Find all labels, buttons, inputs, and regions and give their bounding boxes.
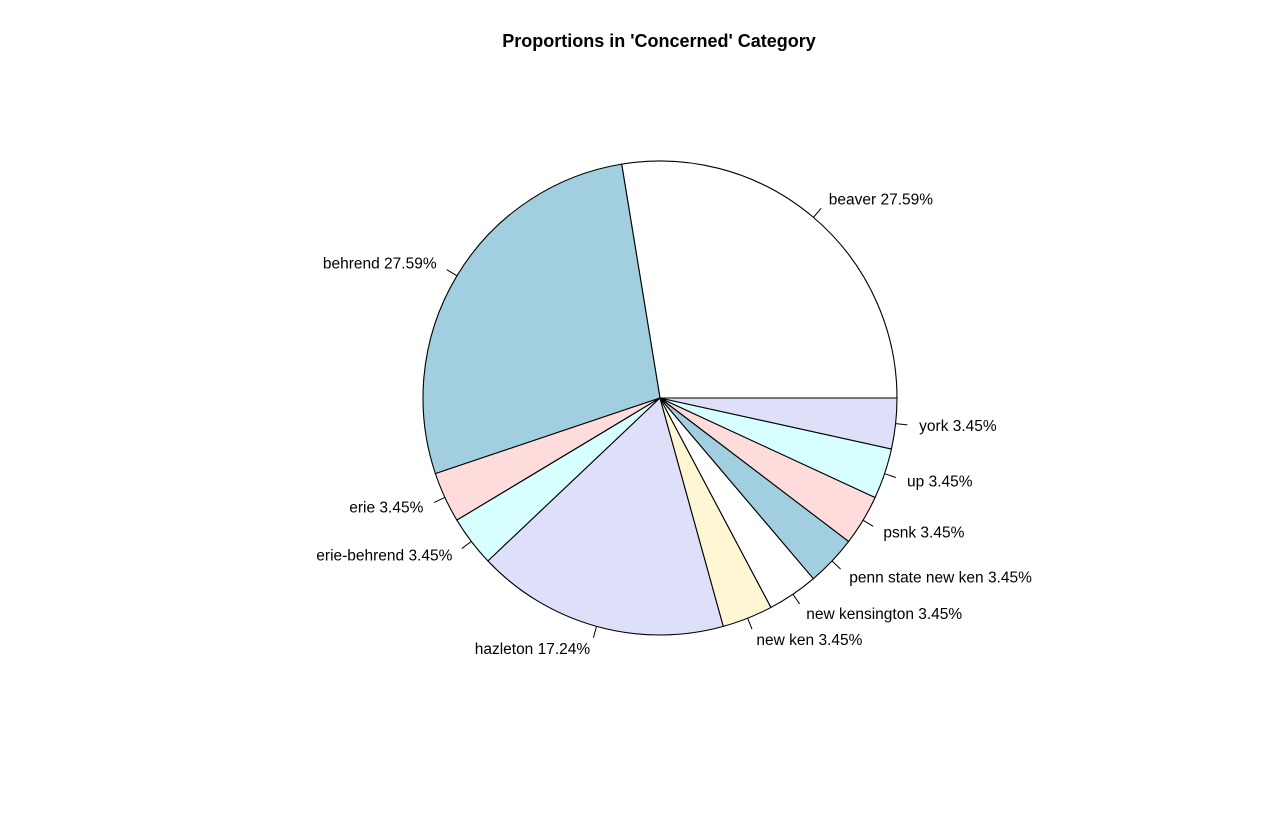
pie-label-new-ken: new ken 3.45% [756,632,862,649]
pie-label-tick-erie-behrend [461,541,472,549]
pie-label-behrend: behrend 27.59% [323,256,437,273]
pie-label-beaver: beaver 27.59% [829,191,933,208]
pie-label-erie-behrend: erie-behrend 3.45% [316,548,452,565]
pie-label-tick-psnk [862,519,874,527]
pie-label-new-kensington: new kensington 3.45% [806,606,962,623]
pie-label-tick-new-kensington [792,593,801,605]
pie-label-tick-behrend [446,269,458,277]
pie-label-tick-york [895,423,908,426]
pie-slice-behrend [422,163,661,475]
pie-label-hazleton: hazleton 17.24% [475,641,591,658]
pie-label-tick-erie [433,497,446,503]
pie-label-york: york 3.45% [919,418,997,435]
pie-label-tick-penn-state-new-ken [831,560,841,570]
pie-label-tick-beaver [813,208,822,218]
pie-label-psnk: psnk 3.45% [883,524,964,541]
pie-slice-beaver [621,160,898,399]
pie-label-erie: erie 3.45% [349,499,423,516]
pie-label-tick-up [884,473,896,478]
chart-title: Proportions in 'Concerned' Category [502,31,816,51]
pie-label-penn-state-new-ken: penn state new ken 3.45% [849,569,1032,586]
pie-slice-hazleton [487,397,724,636]
pie-slice-york [659,397,898,450]
pie-label-up: up 3.45% [907,473,973,490]
pie-label-tick-new-ken [747,618,753,630]
pie-label-tick-hazleton [592,626,598,638]
